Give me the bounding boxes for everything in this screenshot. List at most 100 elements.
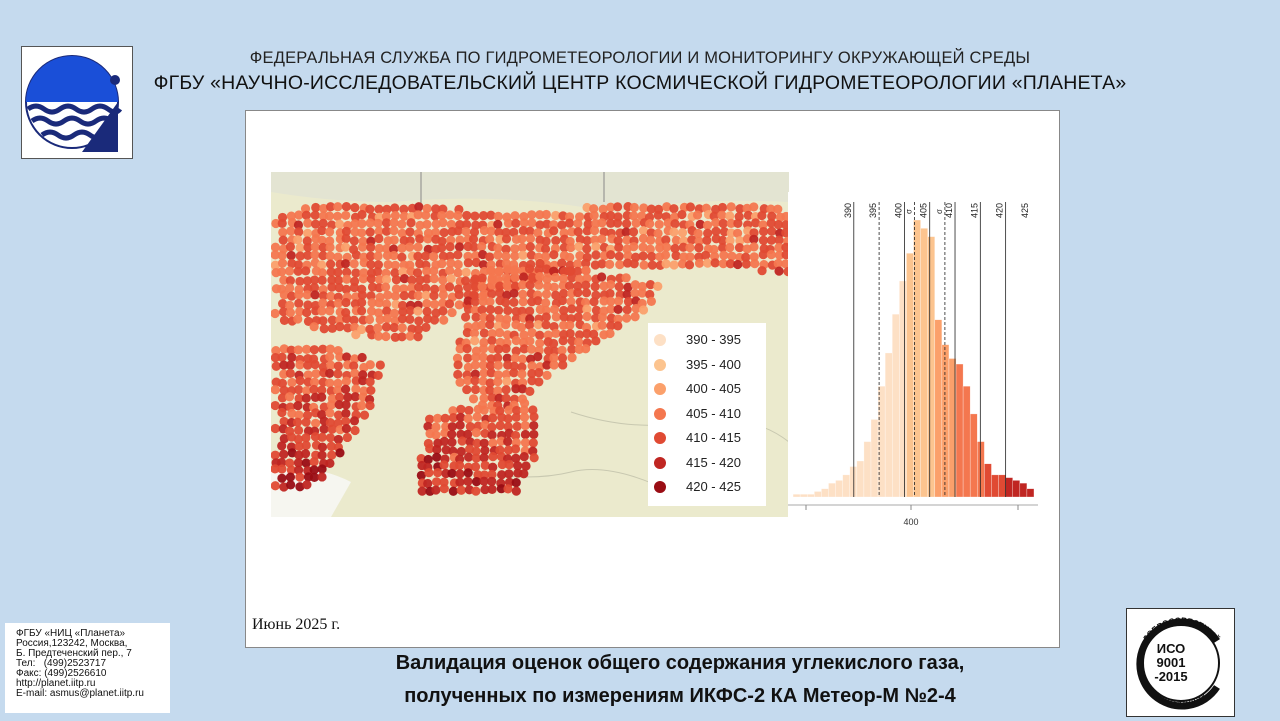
histogram-sigma-label: σ (935, 209, 944, 214)
histogram-vline-label: 400 (893, 203, 903, 218)
co2-sample-point (303, 370, 313, 380)
co2-sample-point (589, 297, 599, 307)
co2-sample-point (293, 458, 304, 468)
co2-sample-point (512, 405, 522, 416)
co2-sample-point (317, 442, 328, 452)
co2-sample-point (582, 273, 592, 283)
co2-sample-point (565, 252, 575, 262)
co2-sample-point (365, 227, 375, 237)
co2-sample-point (382, 314, 392, 324)
co2-sample-point (717, 235, 728, 246)
co2-sample-point (494, 313, 505, 324)
co2-sample-point (382, 204, 392, 215)
co2-sample-point (781, 259, 789, 269)
co2-sample-point (725, 211, 735, 221)
co2-sample-point (612, 202, 623, 212)
co2-sample-point (504, 469, 514, 479)
co2-sample-point (541, 236, 551, 246)
co2-sample-point (429, 252, 439, 262)
co2-sample-point (286, 345, 296, 355)
co2-sample-point (390, 211, 400, 221)
co2-sample-point (573, 259, 583, 269)
co2-sample-point (465, 437, 475, 447)
co2-sample-point (549, 250, 559, 260)
co2-sample-point (302, 290, 312, 300)
co2-sample-point (591, 313, 601, 323)
co2-sample-point (333, 361, 343, 371)
co2-sample-point (509, 227, 519, 237)
co2-sample-point (416, 454, 426, 464)
co2-sample-point (511, 453, 521, 463)
histogram-bar (814, 491, 822, 498)
x-tick-label: 400 (903, 517, 918, 527)
co2-sample-point (333, 434, 344, 445)
co2-sample-point (677, 259, 688, 269)
co2-sample-point (460, 312, 471, 322)
co2-sample-point (271, 423, 280, 434)
histogram-bar (884, 352, 893, 498)
co2-sample-point (502, 290, 512, 300)
co2-sample-point (573, 312, 583, 322)
co2-sample-point (621, 313, 632, 323)
co2-sample-point (285, 242, 296, 252)
co2-sample-point (613, 304, 623, 315)
co2-sample-point (527, 210, 537, 220)
co2-sample-point (279, 385, 289, 395)
co2-sample-point (510, 353, 520, 363)
co2-sample-point (583, 219, 593, 229)
co2-sample-point (527, 376, 537, 386)
histogram-sigma-label: σ (905, 209, 914, 214)
co2-sample-point (350, 322, 360, 333)
co2-sample-point (559, 243, 569, 253)
co2-sample-point (286, 226, 296, 236)
co2-sample-point (415, 220, 425, 230)
co2-sample-point (541, 298, 551, 308)
iso-year: -2015 (1154, 669, 1187, 684)
co2-sample-point (465, 422, 475, 432)
co2-sample-point (453, 259, 463, 270)
co2-sample-point (340, 242, 351, 252)
co2-sample-point (295, 472, 305, 482)
co2-sample-point (309, 472, 319, 482)
co2-sample-point (701, 250, 711, 261)
legend-label: 390 - 395 (686, 332, 741, 347)
co2-sample-point (622, 210, 632, 221)
co2-sample-point (301, 393, 311, 403)
co2-sample-point (503, 414, 513, 424)
co2-sample-point (670, 212, 680, 222)
co2-sample-point (389, 235, 399, 245)
histogram-bar (892, 313, 900, 498)
co2-sample-point (342, 352, 352, 362)
histogram-bar (962, 385, 971, 498)
co2-sample-point (357, 297, 367, 308)
co2-sample-point (390, 291, 401, 301)
co2-sample-point (277, 407, 287, 418)
co2-sample-point (493, 360, 503, 370)
co2-sample-point (638, 226, 649, 236)
histogram-vline-label: 395 (868, 203, 878, 218)
legend-item: 420 - 425 (648, 476, 766, 498)
co2-sample-point (488, 452, 498, 462)
co2-sample-point (453, 268, 463, 278)
histogram-bar (998, 474, 1006, 498)
co2-sample-point (271, 400, 280, 411)
co2-sample-point (287, 408, 297, 419)
co2-sample-point (341, 400, 351, 410)
co2-sample-point (567, 273, 577, 283)
co2-sample-point (277, 258, 288, 268)
co2-sample-point (502, 353, 512, 363)
co2-sample-point (549, 304, 560, 314)
co2-sample-point (605, 288, 615, 299)
co2-sample-point (487, 469, 497, 480)
co2-sample-point (502, 280, 512, 290)
co2-sample-point (431, 308, 441, 318)
co2-sample-point (477, 305, 487, 315)
co2-sample-point (284, 392, 295, 402)
co2-sample-point (318, 316, 328, 326)
co2-sample-point (286, 250, 296, 261)
co2-sample-point (557, 220, 567, 230)
co2-sample-point (332, 211, 343, 221)
histogram-bar (835, 480, 843, 498)
co2-sample-point (543, 330, 553, 340)
co2-sample-point (317, 450, 327, 460)
